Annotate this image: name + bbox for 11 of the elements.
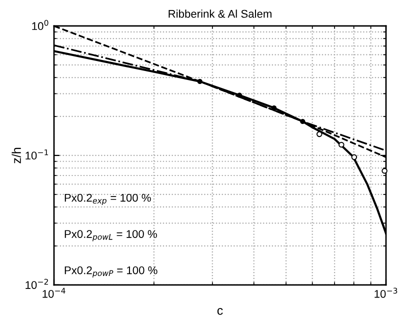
chart-title: Ribberink & Al Salem (168, 10, 272, 18)
annotation: Px0.2$_{powP}$ = 100 % (64, 266, 158, 278)
y-tick-label: 10$^{−2}$ (26, 278, 48, 289)
x-axis-title: c (217, 308, 223, 315)
y-tick-label: 10$^{−1}$ (26, 149, 48, 160)
x-tick-label: 10$^{−3}$ (374, 288, 398, 298)
y-tick-label: 10$^{0}$ (32, 20, 48, 30)
annotation: Px0.2$_{powL}$ = 100 % (64, 230, 157, 242)
y-axis-title: z/h (12, 148, 21, 164)
x-tick-label: 10$^{−4}$ (42, 288, 66, 298)
annotation: Px0.2$_{exp}$ = 100 % (64, 194, 151, 206)
